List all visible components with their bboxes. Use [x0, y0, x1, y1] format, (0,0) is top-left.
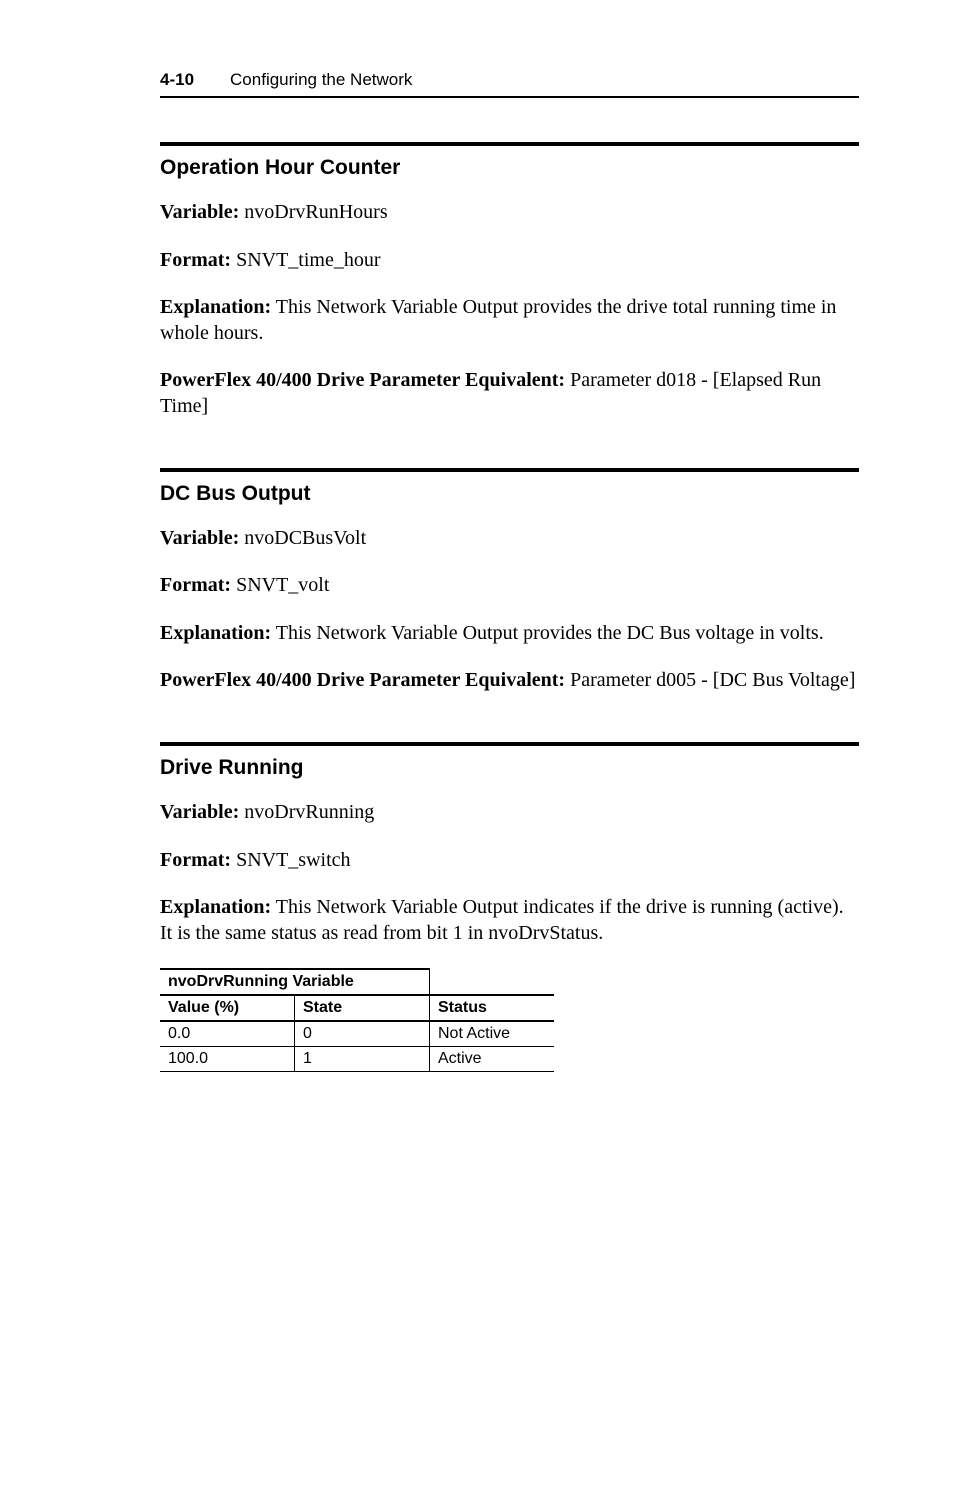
table-blank-header [430, 969, 555, 995]
field-label: PowerFlex 40/400 Drive Parameter Equival… [160, 669, 565, 691]
table-col-header: Status [430, 995, 555, 1021]
paragraph: Format: SNVT_switch [160, 848, 859, 874]
table-col-header: State [295, 995, 430, 1021]
paragraph: PowerFlex 40/400 Drive Parameter Equival… [160, 368, 859, 419]
section-title: Operation Hour Counter [160, 156, 859, 180]
section-title: DC Bus Output [160, 482, 859, 506]
field-value: nvoDCBusVolt [239, 527, 366, 549]
table-group-header: nvoDrvRunning Variable [160, 969, 430, 995]
field-label: Explanation: [160, 896, 271, 918]
field-value: Parameter d005 - [DC Bus Voltage] [565, 669, 855, 691]
section-drive-running: Drive Running Variable: nvoDrvRunning Fo… [160, 742, 859, 1072]
section-divider [160, 142, 859, 146]
paragraph: Format: SNVT_time_hour [160, 248, 859, 274]
table-group-header-row: nvoDrvRunning Variable [160, 969, 554, 995]
page-number: 4-10 [160, 70, 194, 90]
section-divider [160, 468, 859, 472]
field-value: SNVT_switch [231, 849, 350, 871]
paragraph: Variable: nvoDCBusVolt [160, 526, 859, 552]
field-label: PowerFlex 40/400 Drive Parameter Equival… [160, 369, 565, 391]
field-value: nvoDrvRunHours [239, 201, 387, 223]
page-header: 4-10 Configuring the Network [160, 70, 859, 90]
paragraph: Explanation: This Network Variable Outpu… [160, 895, 859, 946]
field-label: Explanation: [160, 296, 271, 318]
table-cell: 0 [295, 1021, 430, 1047]
table-cell: Not Active [430, 1021, 555, 1047]
table-header-row: Value (%) State Status [160, 995, 554, 1021]
paragraph: Explanation: This Network Variable Outpu… [160, 621, 859, 647]
chapter-title: Configuring the Network [230, 70, 412, 90]
field-value: nvoDrvRunning [239, 801, 374, 823]
table-cell: 1 [295, 1047, 430, 1072]
table-cell: 100.0 [160, 1047, 295, 1072]
field-label: Explanation: [160, 622, 271, 644]
table-row: 100.0 1 Active [160, 1047, 554, 1072]
section-operation-hour-counter: Operation Hour Counter Variable: nvoDrvR… [160, 142, 859, 420]
table-cell: 0.0 [160, 1021, 295, 1047]
paragraph: Variable: nvoDrvRunning [160, 800, 859, 826]
table-col-header: Value (%) [160, 995, 295, 1021]
paragraph: Explanation: This Network Variable Outpu… [160, 295, 859, 346]
field-label: Format: [160, 249, 231, 271]
paragraph: Variable: nvoDrvRunHours [160, 200, 859, 226]
field-label: Format: [160, 849, 231, 871]
table-cell: Active [430, 1047, 555, 1072]
table-row: 0.0 0 Not Active [160, 1021, 554, 1047]
paragraph: Format: SNVT_volt [160, 573, 859, 599]
section-divider [160, 742, 859, 746]
section-dc-bus-output: DC Bus Output Variable: nvoDCBusVolt For… [160, 468, 859, 694]
field-label: Variable: [160, 201, 239, 223]
header-rule [160, 96, 859, 98]
nvo-drv-running-table: nvoDrvRunning Variable Value (%) State S… [160, 968, 554, 1072]
section-title: Drive Running [160, 756, 859, 780]
paragraph: PowerFlex 40/400 Drive Parameter Equival… [160, 668, 859, 694]
field-label: Variable: [160, 527, 239, 549]
field-label: Variable: [160, 801, 239, 823]
field-label: Format: [160, 574, 231, 596]
field-value: SNVT_volt [231, 574, 329, 596]
field-value: This Network Variable Output provides th… [271, 622, 824, 644]
field-value: SNVT_time_hour [231, 249, 380, 271]
